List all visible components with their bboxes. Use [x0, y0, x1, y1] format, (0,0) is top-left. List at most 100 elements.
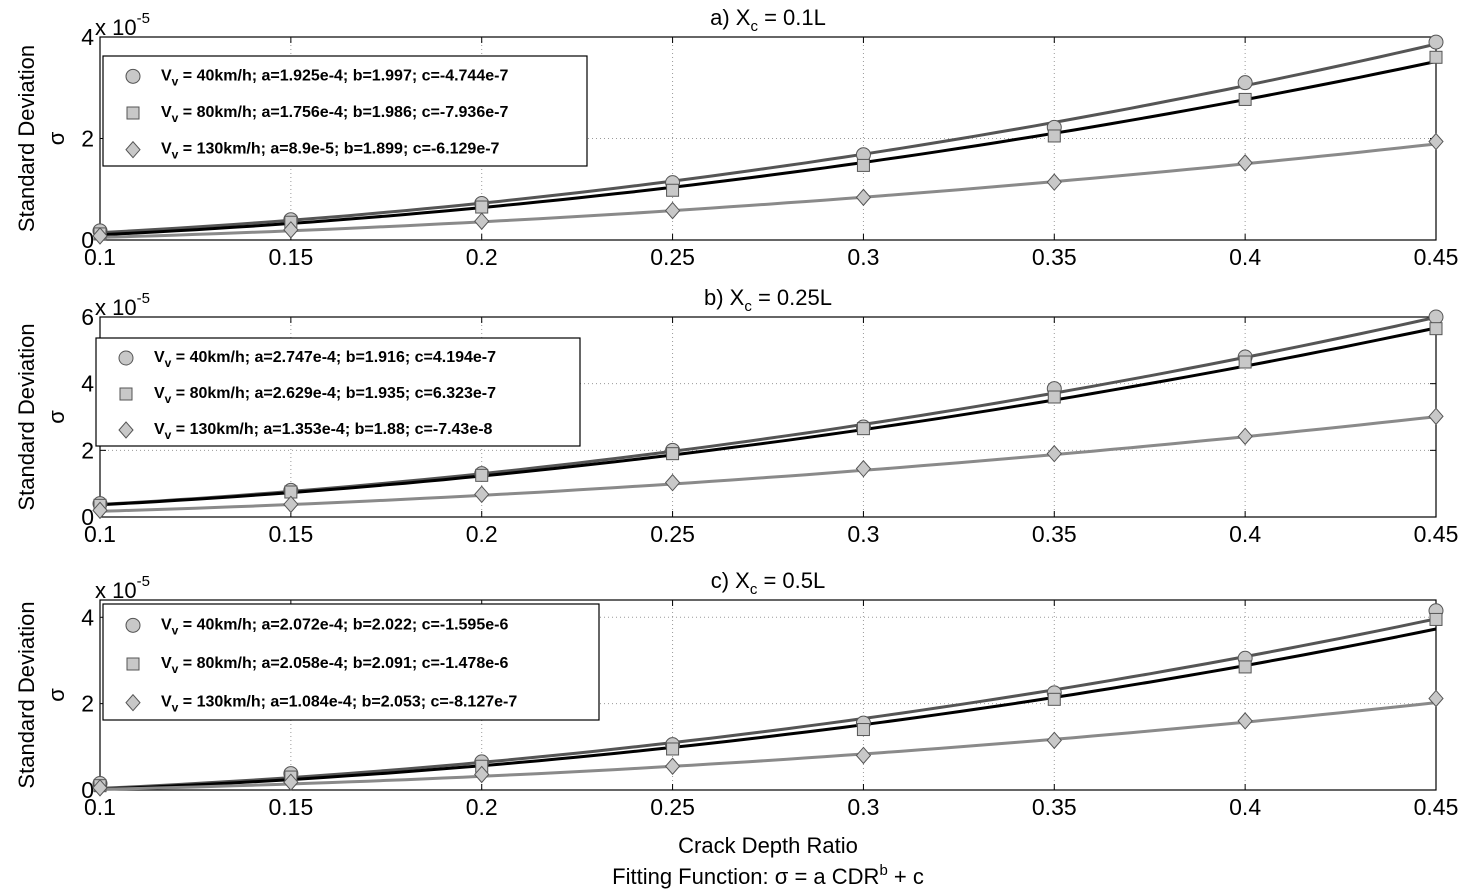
data-point-series-3 [474, 212, 490, 230]
data-point-series-3 [92, 227, 108, 245]
x-tick-label: 0.4 [1229, 794, 1261, 820]
y-tick-label: 2 [81, 691, 94, 717]
data-point-series-3 [92, 779, 108, 797]
y-tick-label: 4 [81, 371, 94, 397]
fit-line-series-3 [99, 142, 1437, 239]
y-tick-label: 2 [81, 126, 94, 152]
chart-panel-1: 0.1 0.15 0.2 0.25 0.3 0.35 0.4 0.45 0 2 4 x 10-5 a) … [14, 5, 1458, 270]
caption-exponent: b [879, 862, 887, 879]
y-tick-label: 0 [81, 777, 94, 803]
chart-panel-2: 0.1 0.15 0.2 0.25 0.3 0.35 0.4 0.45 0 2 4 6 x 10-5 b)… [14, 285, 1458, 547]
fitting-function-caption: Fitting Function: σ = a CDRb + c [612, 862, 924, 889]
data-point-series-3 [283, 495, 299, 514]
x-tick-label: 0.3 [847, 521, 879, 547]
x-tick-label: 0.2 [466, 794, 498, 820]
data-point-series-3 [1237, 154, 1253, 172]
legend: Vv = 40km/h; a=2.072e-4; b=2.022; c=-1.5… [102, 603, 600, 721]
legend-marker-series-1 [125, 68, 141, 84]
data-point-series-3 [1428, 132, 1444, 151]
y-tick-label: 4 [81, 24, 94, 50]
x-tick-label: 0.15 [268, 521, 313, 547]
data-point-series-2 [1429, 612, 1443, 626]
x-tick-label: 0.25 [650, 794, 695, 820]
data-point-series-3 [474, 765, 490, 784]
x-tick-label: 0.45 [1414, 244, 1459, 270]
y-tick-label: 4 [81, 604, 94, 630]
legend-label-series-3: Vv = 130km/h; a=1.084e-4; b=2.053; c=-8.… [161, 694, 517, 715]
legend-label-series-1: Vv = 40km/h; a=2.072e-4; b=2.022; c=-1.5… [161, 616, 508, 637]
legend-label-series-3: Vv = 130km/h; a=1.353e-4; b=1.88; c=-7.4… [154, 421, 493, 442]
fit-line-series-1 [99, 617, 1437, 790]
data-point-series-2 [666, 447, 680, 461]
data-point-series-2 [856, 422, 870, 436]
legend-label-series-2: Vv = 80km/h; a=1.756e-4; b=1.986; c=-7.9… [161, 104, 508, 125]
y-axis-symbol: σ [44, 688, 69, 702]
fit-line-series-2 [99, 627, 1437, 791]
data-point-series-3 [283, 773, 299, 791]
caption-tail: + c [888, 864, 924, 889]
x-tick-label: 0.1 [84, 794, 116, 820]
data-point-series-2 [1238, 92, 1252, 106]
legend-marker-series-3 [125, 140, 141, 159]
x-tick-label: 0.45 [1414, 521, 1459, 547]
x-tick-label: 0.4 [1229, 521, 1261, 547]
data-point-series-2 [856, 158, 870, 172]
y-tick-label: 0 [81, 504, 94, 530]
y-tick-label: 0 [81, 227, 94, 253]
data-point-series-3 [1428, 407, 1444, 426]
y-exponent-label: x 10-5 [95, 290, 150, 320]
data-point-series-3 [664, 473, 681, 492]
data-point-series-2 [1047, 129, 1061, 143]
y-axis-label: Standard Deviation [14, 601, 39, 788]
x-tick-label: 0.3 [847, 794, 879, 820]
x-axis-label: Crack Depth Ratio [678, 833, 858, 858]
x-tick-label: 0.35 [1032, 794, 1077, 820]
y-exponent-label: x 10-5 [95, 10, 150, 40]
legend-marker-series-2 [119, 387, 133, 401]
fit-line-series-2 [99, 60, 1437, 237]
legend-label-series-1: Vv = 40km/h; a=1.925e-4; b=1.997; c=-4.7… [161, 67, 508, 88]
y-axis-symbol: σ [44, 131, 69, 145]
data-point-series-3 [1428, 689, 1444, 708]
data-point-series-2 [1238, 660, 1252, 674]
data-point-series-3 [474, 485, 490, 504]
data-point-series-2 [1429, 322, 1443, 336]
data-point-series-2 [1429, 50, 1443, 64]
y-axis-label: Standard Deviation [14, 45, 39, 232]
x-tick-label: 0.25 [650, 244, 695, 270]
chart-panel-3: 0.1 0.15 0.2 0.25 0.3 0.35 0.4 0.45 0 2 4x 10-5 c) … [14, 568, 1458, 820]
legend-marker-series-3 [118, 421, 134, 439]
legend: Vv = 40km/h; a=2.747e-4; b=1.916; c=4.19… [95, 337, 581, 447]
data-point-series-3 [664, 201, 681, 220]
x-tick-label: 0.1 [84, 521, 116, 547]
panel-title: c) Xc = 0.5L [711, 568, 826, 598]
data-point-series-1 [1237, 75, 1253, 91]
x-tick-label: 0.45 [1414, 794, 1459, 820]
legend-box [102, 55, 588, 167]
y-axis-symbol: σ [44, 410, 69, 424]
panel-title: b) Xc = 0.25L [704, 285, 832, 315]
data-point-series-3 [92, 501, 108, 520]
data-point-series-3 [1237, 427, 1253, 446]
x-tick-label: 0.15 [268, 794, 313, 820]
x-tick-label: 0.15 [268, 244, 313, 270]
legend-label-series-2: Vv = 80km/h; a=2.058e-4; b=2.091; c=-1.4… [161, 655, 508, 676]
data-point-series-2 [666, 742, 680, 756]
panel-title: a) Xc = 0.1L [710, 5, 826, 35]
data-point-series-1 [1428, 309, 1444, 325]
x-tick-label: 0.25 [650, 521, 695, 547]
x-tick-label: 0.4 [1229, 244, 1261, 270]
data-point-series-3 [1046, 731, 1062, 750]
data-point-series-2 [475, 468, 489, 482]
fit-line-series-2 [99, 326, 1437, 507]
caption-main: Fitting Function: σ = a CDR [612, 864, 879, 889]
data-point-series-3 [855, 746, 872, 765]
legend-label-series-2: Vv = 80km/h; a=2.629e-4; b=1.935; c=6.32… [154, 385, 496, 406]
data-point-series-2 [1047, 692, 1061, 706]
data-point-series-2 [856, 723, 870, 737]
data-point-series-3 [664, 757, 681, 776]
x-tick-label: 0.35 [1032, 244, 1077, 270]
x-tick-label: 0.3 [847, 244, 879, 270]
legend-marker-series-1 [125, 617, 141, 633]
